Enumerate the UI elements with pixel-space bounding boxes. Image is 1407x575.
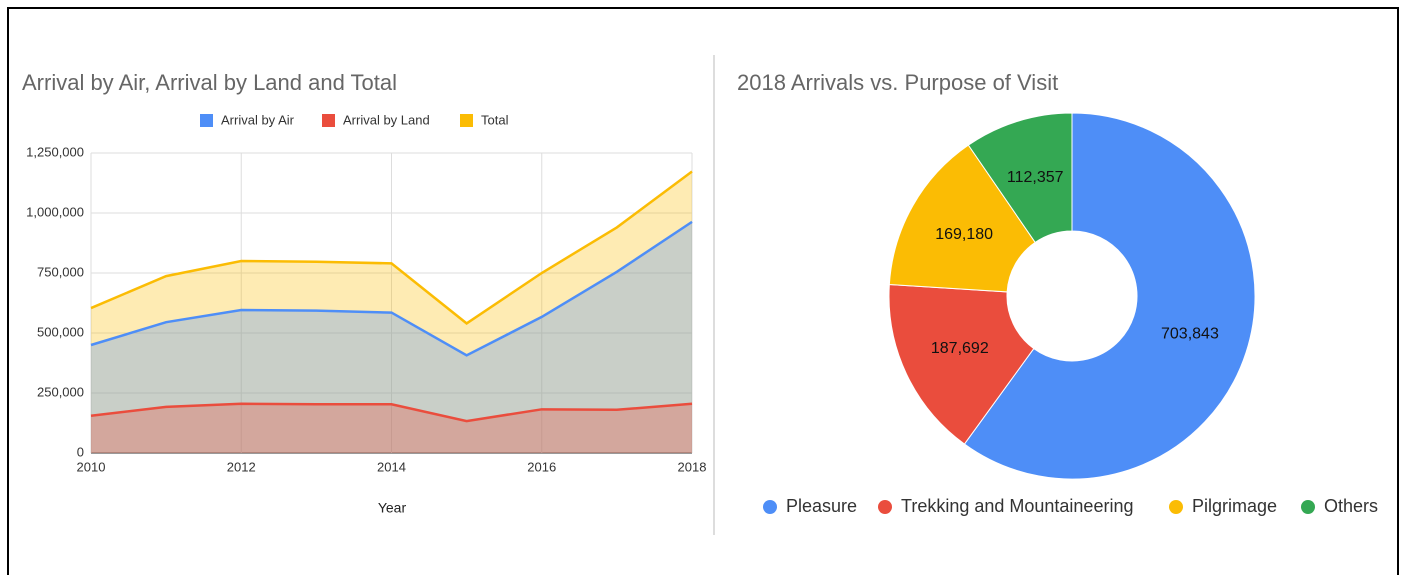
y-tick-label: 1,000,000: [26, 204, 84, 219]
x-tick-label: 2018: [678, 459, 707, 474]
y-tick-label: 1,250,000: [26, 144, 84, 159]
legend-swatch: [763, 500, 777, 514]
x-axis-label: Year: [378, 500, 407, 516]
x-tick-label: 2010: [77, 459, 106, 474]
legend-label: Pilgrimage: [1192, 496, 1277, 516]
legend-swatch: [322, 114, 335, 127]
y-tick-label: 500,000: [37, 324, 84, 339]
legend-swatch: [1169, 500, 1183, 514]
slice: [963, 112, 1256, 480]
legend-label: Arrival by Air: [221, 112, 295, 127]
legend-swatch: [460, 114, 473, 127]
chart-title: 2018 Arrivals vs. Purpose of Visit: [737, 70, 1058, 95]
line: [90, 220, 693, 357]
legend-swatch: [1301, 500, 1315, 514]
value-label: 187,692: [931, 340, 989, 357]
legend-swatch: [878, 500, 892, 514]
area: [91, 221, 692, 453]
frame: [7, 7, 1399, 575]
line: [90, 170, 693, 325]
area: [91, 403, 692, 453]
slice: [967, 112, 1073, 244]
legend-label: Arrival by Land: [343, 112, 430, 127]
y-tick-label: 0: [77, 444, 84, 459]
chart-title: Arrival by Air, Arrival by Land and Tota…: [22, 70, 397, 95]
slice: [888, 144, 1036, 293]
legend-label: Trekking and Mountaineering: [901, 496, 1133, 516]
value-label: 169,180: [935, 226, 993, 243]
legend-swatch: [200, 114, 213, 127]
y-tick-label: 250,000: [37, 384, 84, 399]
x-tick-label: 2012: [227, 459, 256, 474]
y-tick-label: 750,000: [37, 264, 84, 279]
x-tick-label: 2014: [377, 459, 406, 474]
line: [90, 402, 693, 423]
legend-label: Total: [481, 112, 509, 127]
value-label: 703,843: [1161, 326, 1219, 343]
slice: [888, 283, 1035, 445]
legend-label: Others: [1324, 496, 1378, 516]
legend-label: Pleasure: [786, 496, 857, 516]
value-label: 112,357: [1007, 169, 1064, 186]
x-tick-label: 2016: [527, 459, 556, 474]
